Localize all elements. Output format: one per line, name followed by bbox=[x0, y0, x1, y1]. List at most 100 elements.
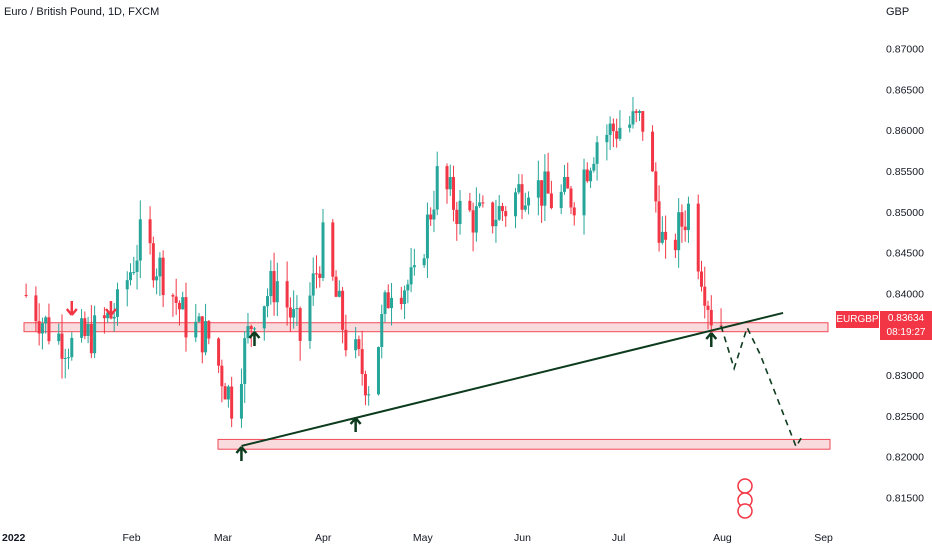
candle-body bbox=[266, 296, 270, 307]
candle-body bbox=[200, 316, 204, 353]
event-icon bbox=[737, 503, 753, 519]
candle-body bbox=[520, 184, 524, 210]
candle-body bbox=[161, 257, 165, 296]
candle-body bbox=[696, 203, 700, 272]
candle-body bbox=[89, 324, 93, 354]
candle-body bbox=[478, 202, 482, 207]
candle-body bbox=[699, 271, 703, 287]
candle-body bbox=[683, 226, 687, 231]
candle-body bbox=[360, 349, 364, 375]
candle-body bbox=[40, 323, 44, 334]
candle-body bbox=[109, 312, 113, 319]
candle-body bbox=[174, 296, 178, 303]
candle-body bbox=[181, 297, 185, 310]
up-arrow bbox=[235, 446, 248, 461]
currency-label: GBP bbox=[886, 6, 910, 18]
candle-body bbox=[589, 170, 593, 182]
candle-body bbox=[239, 383, 243, 419]
candle-body bbox=[634, 111, 638, 113]
x-tick-label: Jul bbox=[612, 532, 625, 544]
candle-body bbox=[60, 333, 64, 359]
candle-body bbox=[719, 325, 723, 327]
candle-body bbox=[158, 257, 162, 277]
candle-body bbox=[125, 280, 129, 290]
candle-body bbox=[585, 169, 589, 182]
candle-body bbox=[367, 394, 371, 396]
candle-body bbox=[135, 260, 139, 272]
candle-body bbox=[314, 273, 318, 275]
candle-body bbox=[376, 347, 380, 395]
candle-body bbox=[47, 317, 51, 342]
candle-body bbox=[399, 297, 403, 305]
up-arrow bbox=[705, 332, 718, 347]
x-tick-label: Sep bbox=[814, 532, 833, 544]
candle-body bbox=[295, 308, 299, 310]
candle-body bbox=[540, 180, 544, 206]
candle-body bbox=[654, 171, 658, 202]
candle-body bbox=[298, 308, 302, 341]
up-arrow bbox=[248, 331, 261, 346]
candle-body bbox=[491, 202, 495, 227]
candle-body bbox=[628, 124, 632, 128]
candle-body bbox=[243, 338, 247, 384]
x-tick-label: Apr bbox=[315, 532, 332, 544]
x-tick-label: Mar bbox=[214, 532, 233, 544]
event-icon bbox=[737, 478, 753, 494]
candle-body bbox=[318, 273, 322, 278]
trendline bbox=[241, 311, 784, 447]
candle-body bbox=[252, 328, 256, 330]
candle-body bbox=[618, 127, 622, 139]
x-tick-label: 2022 bbox=[2, 532, 26, 544]
candle-body bbox=[177, 302, 181, 310]
x-tick-label: Aug bbox=[713, 532, 732, 544]
candle-body bbox=[275, 281, 279, 303]
candle-body bbox=[595, 142, 599, 164]
candle-body bbox=[677, 212, 681, 251]
candle-body bbox=[354, 339, 358, 351]
candle-body bbox=[344, 329, 348, 351]
candle-body bbox=[517, 184, 521, 193]
support-zone bbox=[23, 322, 829, 333]
candle-body bbox=[292, 309, 296, 318]
candle-body bbox=[523, 205, 527, 210]
candle-body bbox=[288, 307, 292, 318]
last-price-label: 0.83634 bbox=[880, 311, 932, 326]
x-tick-label: May bbox=[413, 532, 434, 544]
candle-body bbox=[262, 306, 266, 329]
candle-body bbox=[452, 177, 456, 210]
projected-path bbox=[720, 325, 804, 449]
candle-body bbox=[67, 357, 71, 359]
candle-body bbox=[425, 214, 429, 259]
candle-body bbox=[660, 231, 664, 243]
candle-body bbox=[455, 209, 459, 224]
support-zone bbox=[217, 438, 831, 450]
candle-body bbox=[657, 201, 661, 243]
candle-body bbox=[86, 324, 90, 337]
candle-body bbox=[481, 202, 485, 204]
candle-body bbox=[204, 321, 208, 353]
candle-body bbox=[448, 177, 452, 190]
y-tick-label: 0.83000 bbox=[886, 370, 924, 382]
candle-body bbox=[474, 206, 478, 233]
candle-body bbox=[572, 207, 576, 216]
candle-body bbox=[409, 267, 413, 285]
candle-body bbox=[226, 386, 230, 400]
candle-body bbox=[112, 316, 116, 319]
candle-body bbox=[422, 258, 426, 266]
candle-body bbox=[331, 222, 335, 277]
candle-body bbox=[57, 333, 61, 342]
candle-body bbox=[269, 271, 273, 297]
candle-body bbox=[703, 286, 707, 306]
down-arrow bbox=[65, 301, 78, 316]
candle-body bbox=[129, 272, 133, 281]
candle-body bbox=[686, 203, 690, 231]
y-tick-label: 0.82500 bbox=[886, 411, 924, 423]
candle-body bbox=[380, 313, 384, 348]
candle-body bbox=[637, 111, 641, 113]
candle-body bbox=[184, 297, 188, 338]
candle-body bbox=[673, 239, 677, 251]
candle-body bbox=[611, 123, 615, 132]
candle-body bbox=[566, 177, 570, 189]
